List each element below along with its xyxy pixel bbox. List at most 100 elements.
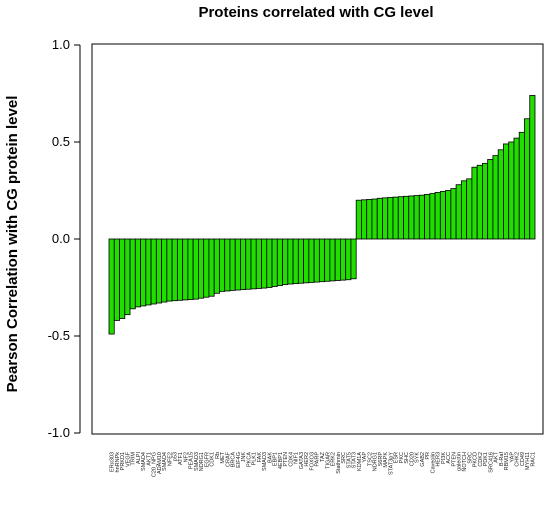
bar (471, 166, 478, 240)
bar (224, 238, 231, 292)
x-category-label: S6RP (378, 452, 384, 467)
bar (513, 137, 520, 240)
bar (250, 238, 257, 290)
bar (292, 238, 299, 285)
x-category-label: Caveolin (430, 452, 436, 473)
bar (166, 238, 173, 302)
x-category-label: GATA3 (299, 452, 305, 469)
bar (155, 238, 162, 304)
bar (392, 196, 399, 240)
bar (119, 238, 126, 319)
bar (413, 195, 420, 240)
chart-title: Proteins correlated with CG level (198, 4, 433, 21)
x-category-label: CDK2 (478, 452, 484, 467)
x-category-label: MET (220, 451, 226, 463)
bar (145, 238, 152, 306)
x-category-label: AKT1 (146, 452, 152, 466)
plot-frame (91, 43, 544, 435)
x-category-label: EIF4G (236, 452, 242, 468)
x-category-label: PRKD1 (120, 452, 126, 470)
bar (229, 238, 236, 291)
bar (245, 238, 252, 290)
x-category-label: SRC (467, 452, 473, 464)
bar (429, 193, 436, 240)
bar (487, 159, 494, 240)
x-category-label: SRC416 (488, 452, 494, 473)
x-category-label: CHK2 (515, 452, 521, 467)
x-category-label: TSC2 (367, 452, 373, 466)
x-category-label: CDK1 (210, 452, 216, 467)
bar (355, 199, 362, 240)
bar (234, 238, 241, 291)
bar (329, 238, 336, 282)
bar (282, 238, 289, 285)
x-category-label: NIF1 (294, 452, 300, 464)
x-category-label: Rb (215, 452, 221, 459)
bar (192, 238, 199, 300)
x-category-label: GAB2 (420, 452, 426, 467)
bar (187, 238, 194, 300)
bar (276, 238, 283, 286)
bar (476, 164, 483, 240)
bar (171, 238, 178, 302)
x-category-label: 4EBP1 (278, 452, 284, 469)
x-category-label: C20_NPG (152, 452, 158, 477)
x-category-label: EBP1 (273, 452, 279, 466)
x-category-label: SYK (415, 452, 421, 463)
x-category-label: CD20 (409, 452, 415, 466)
x-category-label: YAP (362, 452, 368, 463)
x-category-label: NF2 (183, 452, 189, 462)
x-category-label: NFE2 (167, 452, 173, 466)
bar (176, 238, 184, 301)
bar (297, 238, 304, 284)
bar (455, 184, 462, 240)
bar (219, 238, 226, 292)
x-category-label: VEGF (125, 451, 131, 467)
bar (434, 192, 441, 240)
x-category-label: ADAM10 (157, 452, 163, 474)
x-category-label: TIGAR (325, 452, 331, 469)
category-labels: ERα303 hnRNPk PRKD1 VEGF TRIM ALPI SMAD4 AKT1 C2… (110, 451, 537, 477)
x-category-label: SMAD3 (194, 452, 200, 471)
bar (529, 95, 536, 240)
x-category-label: TRIM (131, 452, 137, 466)
x-category-label: PR (425, 452, 431, 460)
bar (255, 238, 262, 289)
y-tick-label: 0.5 (52, 134, 70, 149)
bar (482, 162, 489, 240)
bar (287, 238, 294, 285)
x-category-label: EGFR (204, 452, 210, 467)
y-tick-label: 0.0 (52, 231, 70, 246)
bar (361, 199, 368, 240)
x-category-label: MAPK (383, 452, 389, 468)
bar (371, 198, 378, 240)
x-category-label: CD49 (520, 452, 526, 466)
x-category-label: YAP (509, 452, 515, 463)
bar (439, 191, 446, 240)
bar-series (108, 95, 536, 335)
bar (150, 238, 157, 305)
bar (508, 141, 515, 240)
x-category-label: ERα303 (110, 452, 116, 472)
x-category-label: PEA15 (189, 452, 195, 469)
bar (350, 238, 357, 280)
bar (466, 178, 473, 240)
x-category-label: RAC1 (530, 452, 536, 467)
bar (182, 238, 189, 301)
bar (213, 238, 220, 294)
x-category-label: PDK1 (483, 452, 489, 466)
x-category-label: PLK1 (252, 452, 258, 465)
x-category-label: NOTCH (462, 452, 468, 472)
x-category-label: JNK (241, 452, 247, 463)
x-category-label: BAK (267, 452, 273, 463)
x-category-label: PKC (399, 452, 405, 463)
bar (303, 238, 310, 284)
x-category-label: PKCA (246, 452, 252, 467)
bar (124, 238, 131, 316)
bar (134, 238, 141, 308)
bar (108, 238, 115, 335)
bar (308, 238, 315, 283)
x-category-label: CRAF (225, 451, 231, 467)
bar (271, 238, 278, 287)
bar (340, 238, 347, 281)
